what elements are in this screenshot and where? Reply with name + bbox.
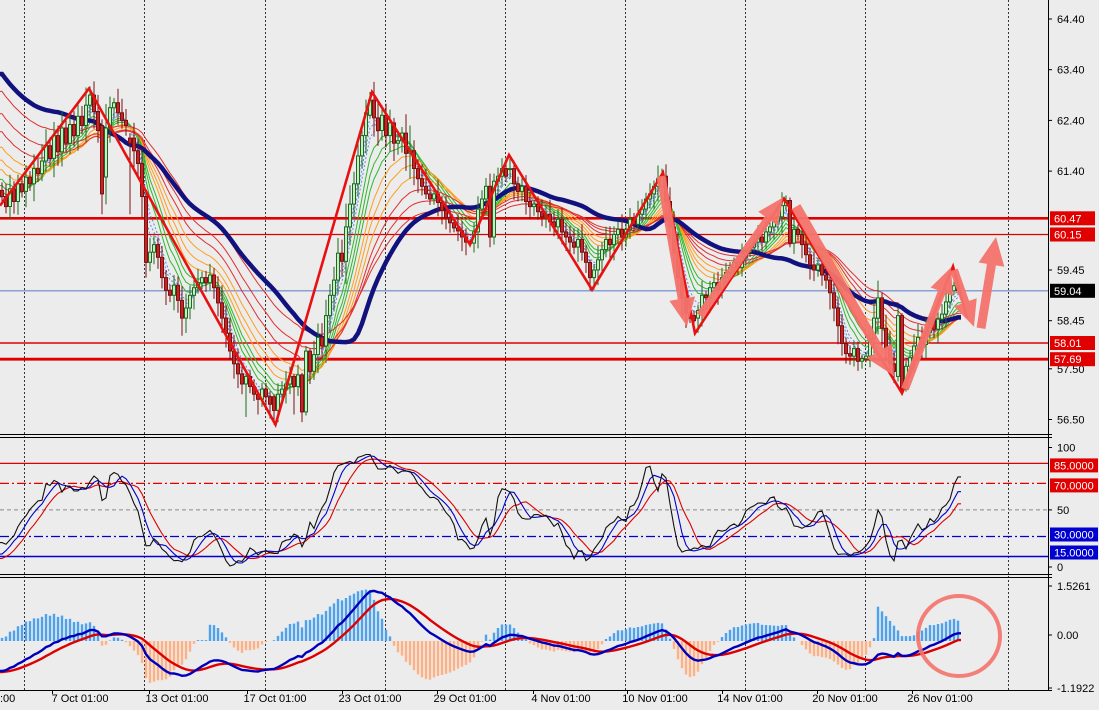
svg-text:-1.1922: -1.1922 [1057,683,1094,695]
svg-text:64.40: 64.40 [1057,14,1085,26]
svg-text:20 Nov 01:00: 20 Nov 01:00 [812,693,877,705]
svg-text:14 Nov 01:00: 14 Nov 01:00 [717,693,782,705]
svg-text:60.15: 60.15 [1054,230,1082,242]
svg-text:56.50: 56.50 [1057,415,1085,427]
svg-text:61.40: 61.40 [1057,166,1085,178]
svg-text:100: 100 [1057,443,1075,455]
svg-text:26 Nov 01:00: 26 Nov 01:00 [907,693,972,705]
svg-text:13 Oct 01:00: 13 Oct 01:00 [146,693,209,705]
svg-text:58.45: 58.45 [1057,316,1085,328]
svg-text:15.0000: 15.0000 [1054,548,1094,560]
svg-text:57.50: 57.50 [1057,364,1085,376]
svg-text:17 Oct 01:00: 17 Oct 01:00 [244,693,307,705]
svg-text::00: :00 [0,693,15,705]
svg-text:0: 0 [1057,562,1063,574]
svg-text:62.40: 62.40 [1057,115,1085,127]
svg-text:29 Oct 01:00: 29 Oct 01:00 [434,693,497,705]
svg-text:59.45: 59.45 [1057,265,1085,277]
svg-text:70.0000: 70.0000 [1054,480,1094,492]
svg-text:85.0000: 85.0000 [1054,460,1094,472]
svg-text:58.01: 58.01 [1054,338,1082,350]
svg-text:0.00: 0.00 [1057,630,1078,642]
svg-text:50: 50 [1057,505,1069,517]
svg-text:10 Nov 01:00: 10 Nov 01:00 [622,693,687,705]
svg-text:59.04: 59.04 [1054,286,1082,298]
svg-text:7 Oct 01:00: 7 Oct 01:00 [52,693,109,705]
svg-text:63.40: 63.40 [1057,65,1085,77]
svg-text:4 Nov 01:00: 4 Nov 01:00 [531,693,590,705]
svg-text:57.69: 57.69 [1054,354,1082,366]
svg-text:23 Oct 01:00: 23 Oct 01:00 [339,693,402,705]
svg-text:60.47: 60.47 [1054,213,1082,225]
svg-text:30.0000: 30.0000 [1054,530,1094,542]
svg-text:1.5261: 1.5261 [1057,581,1091,593]
